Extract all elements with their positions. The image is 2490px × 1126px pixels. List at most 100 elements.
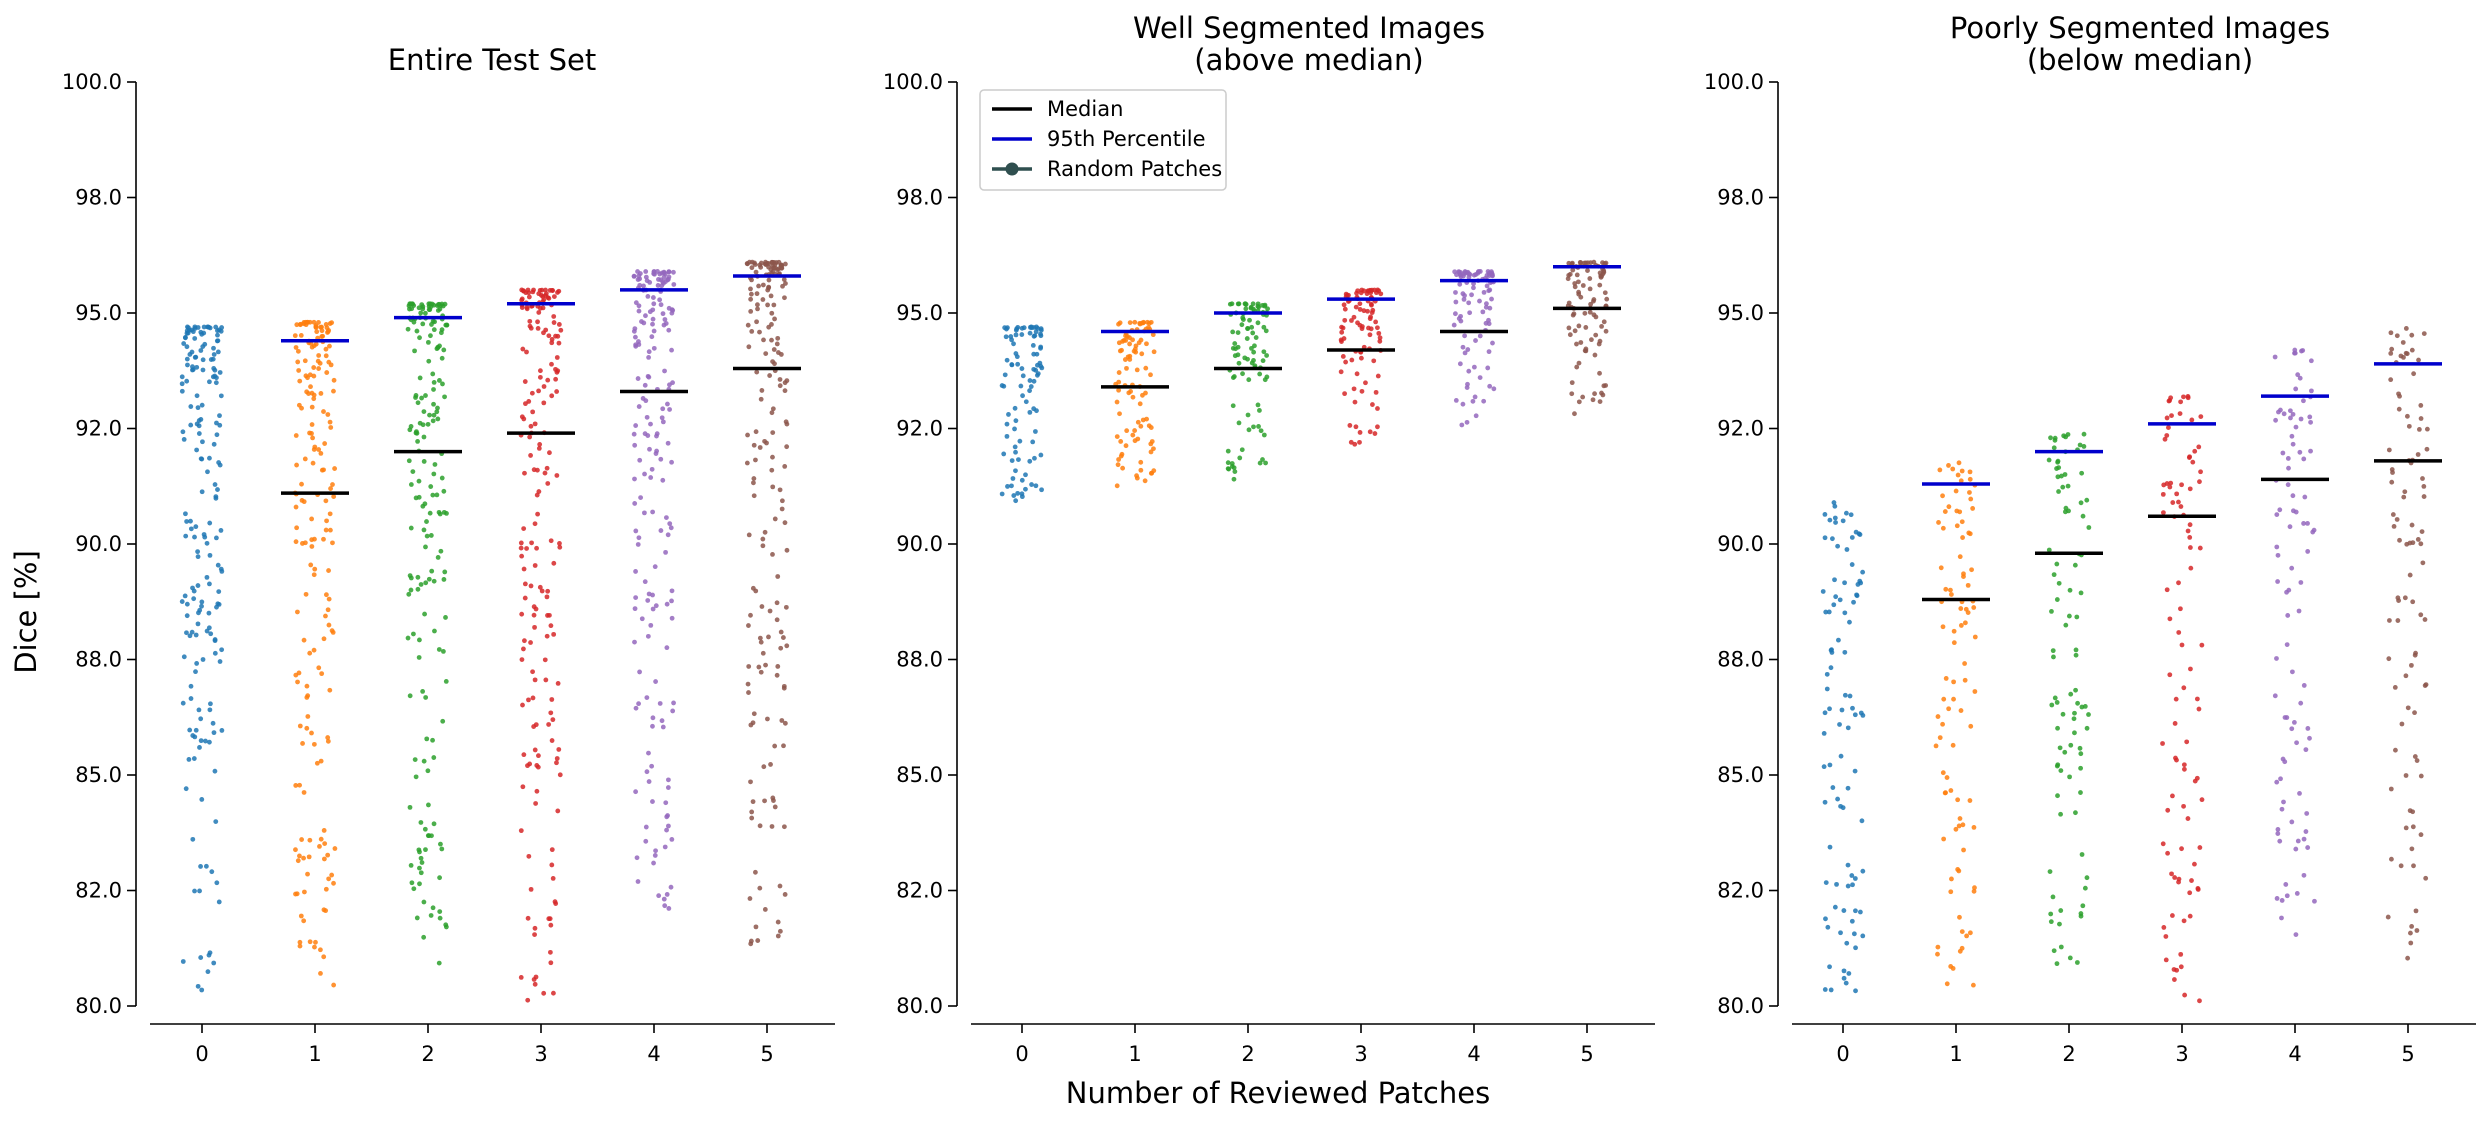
data-point [426,833,432,839]
data-point [313,341,319,347]
data-point [2296,608,2302,614]
data-point [745,261,750,267]
data-point [662,844,668,850]
data-point [2403,773,2409,778]
data-point [1480,309,1486,315]
data-point [1484,301,1489,307]
data-point [212,482,218,487]
data-point [2058,768,2064,773]
data-point [2184,739,2190,745]
data-point [637,457,643,463]
data-point [775,664,781,669]
data-point [548,538,554,544]
data-point [637,669,642,675]
x-tick-label: 4 [2288,1042,2301,1066]
data-point [1235,352,1241,358]
data-point [1955,867,1961,872]
data-point [658,528,664,533]
data-point [188,422,194,428]
data-point [2050,894,2056,900]
data-point [1126,390,1132,396]
data-point [1466,300,1472,306]
data-point [198,864,203,869]
data-point [1580,283,1586,288]
data-point [669,615,675,621]
data-point [301,790,307,795]
data-point [1342,306,1348,312]
data-point [1597,370,1602,376]
data-point [331,388,336,394]
data-point [757,635,763,641]
data-point [2275,579,2281,584]
data-point [1265,306,1271,312]
data-point [431,327,437,333]
data-point [658,302,664,308]
data-point [1260,302,1265,308]
data-point [1593,314,1599,320]
data-point [2185,816,2191,821]
data-point [760,536,766,542]
data-point [2170,913,2175,918]
data-point [1845,725,1851,731]
data-point [765,302,770,308]
data-point [1243,306,1249,312]
data-point [1469,292,1474,298]
data-point [194,364,200,370]
data-point [761,337,766,343]
data-point [1373,389,1379,395]
data-point [648,622,654,628]
data-point [1015,324,1021,330]
data-point [303,373,309,379]
x-tick-label: 1 [1949,1042,1962,1066]
data-point [2401,494,2407,500]
y-tick-label: 85.0 [75,763,122,787]
data-point [2187,913,2193,919]
data-point [191,596,197,602]
data-point [295,359,301,365]
data-point [1030,343,1036,348]
data-point [543,677,549,683]
data-point [2082,885,2088,891]
data-point [546,295,552,301]
data-point [1820,589,1826,594]
data-point [2400,340,2406,345]
data-point [782,464,788,469]
data-point [1255,320,1261,326]
data-point [750,799,756,805]
data-point [1935,714,1941,719]
data-point [2412,754,2418,759]
data-point [522,470,527,476]
data-point [2174,967,2180,973]
data-point [778,645,784,651]
data-point [1368,314,1373,320]
data-point [2049,609,2054,614]
data-point [1951,696,1956,702]
data-point [295,858,301,864]
data-point [1009,483,1014,489]
data-point [521,646,526,652]
data-point [417,335,422,341]
data-point [1462,270,1468,275]
data-point [323,592,329,598]
data-point [554,355,560,360]
y-tick-label: 82.0 [1717,879,1764,903]
data-point [1375,424,1380,430]
data-point [1489,296,1494,302]
scatter-series-1 [1933,460,1978,988]
data-point [1239,447,1245,453]
data-point [416,305,422,311]
data-point [219,647,225,653]
data-point [203,863,209,869]
data-point [1235,301,1241,307]
data-point [1244,336,1250,341]
data-point [2294,891,2300,896]
data-point [757,445,763,450]
data-point [1603,260,1609,266]
data-point [635,542,641,547]
data-point [1027,409,1033,415]
data-point [415,400,421,406]
data-point [661,896,667,902]
data-point [659,415,665,421]
data-point [1013,449,1018,455]
data-point [417,849,422,855]
